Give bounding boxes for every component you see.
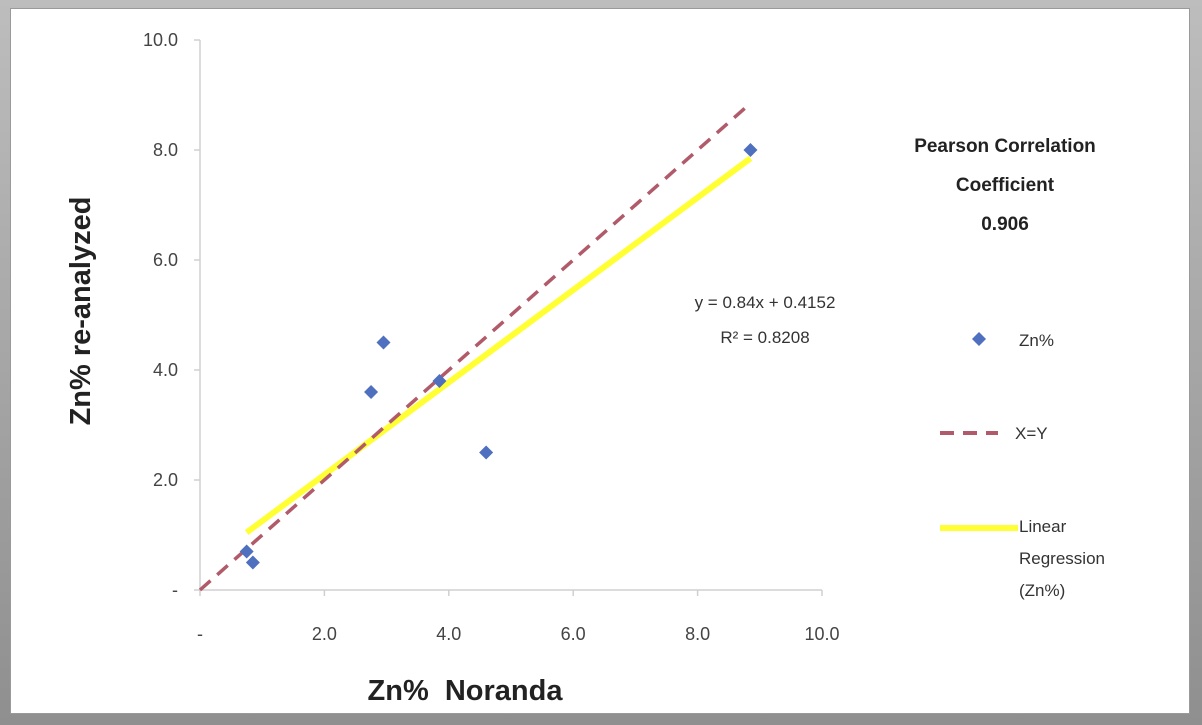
pearson-annotation: Pearson Correlation Coefficient 0.906: [914, 136, 1096, 235]
y-tick-label: 2.0: [153, 470, 178, 490]
y-axis-title: Zn% re-analyzed: [65, 197, 97, 426]
legend-label-regression-1: Linear: [1019, 517, 1067, 536]
chart-panel: - 2.0 4.0 6.0 8.0 10.0 - 2.0 4.0 6.0 8.0 10.0 Zn% N…: [10, 8, 1190, 714]
data-point: [479, 445, 494, 460]
y-tick-label: 8.0: [153, 140, 178, 160]
data-point: [743, 143, 758, 157]
y-tick-label: -: [172, 580, 178, 600]
x-axis-title: Zn% Noranda: [368, 675, 564, 707]
data-point: [432, 374, 447, 388]
legend-label-regression-2: Regression: [1019, 549, 1105, 568]
legend-marker-zn: [972, 332, 986, 346]
x-equals-y-line: [198, 101, 752, 592]
data-point: [364, 385, 379, 399]
regression-equation: y = 0.84x + 0.4152: [695, 293, 836, 312]
data-point: [239, 544, 254, 559]
pearson-value: 0.906: [981, 214, 1029, 235]
legend-label-regression-3: (Zn%): [1019, 581, 1065, 600]
axes: [199, 40, 822, 591]
pearson-line-1: Pearson Correlation: [914, 136, 1096, 157]
pearson-line-2: Coefficient: [956, 175, 1055, 196]
x-tick-label: 6.0: [561, 624, 586, 644]
y-tick-label: 4.0: [153, 360, 178, 380]
legend: Zn% X=Y Linear Regression (Zn%): [940, 331, 1105, 600]
series-lines: [198, 101, 753, 592]
legend-label-x-eq-y: X=Y: [1015, 424, 1048, 443]
data-point: [245, 555, 260, 570]
data-points: [239, 143, 758, 570]
tick-labels: - 2.0 4.0 6.0 8.0 10.0 - 2.0 4.0 6.0 8.0 10.0: [143, 30, 840, 644]
x-tick-label: 2.0: [312, 624, 337, 644]
data-point: [376, 335, 391, 350]
legend-label-zn: Zn%: [1019, 331, 1054, 350]
ticks: [194, 39, 823, 596]
x-tick-label: 8.0: [685, 624, 710, 644]
x-tick-label: -: [197, 624, 203, 644]
r-squared-label: R² = 0.8208: [720, 328, 809, 347]
x-tick-label: 4.0: [436, 624, 461, 644]
x-tick-label: 10.0: [804, 624, 839, 644]
y-tick-label: 6.0: [153, 250, 178, 270]
regression-line: [244, 155, 753, 535]
scatter-chart: - 2.0 4.0 6.0 8.0 10.0 - 2.0 4.0 6.0 8.0 10.0 Zn% N…: [65, 30, 1105, 707]
y-tick-label: 10.0: [143, 30, 178, 50]
